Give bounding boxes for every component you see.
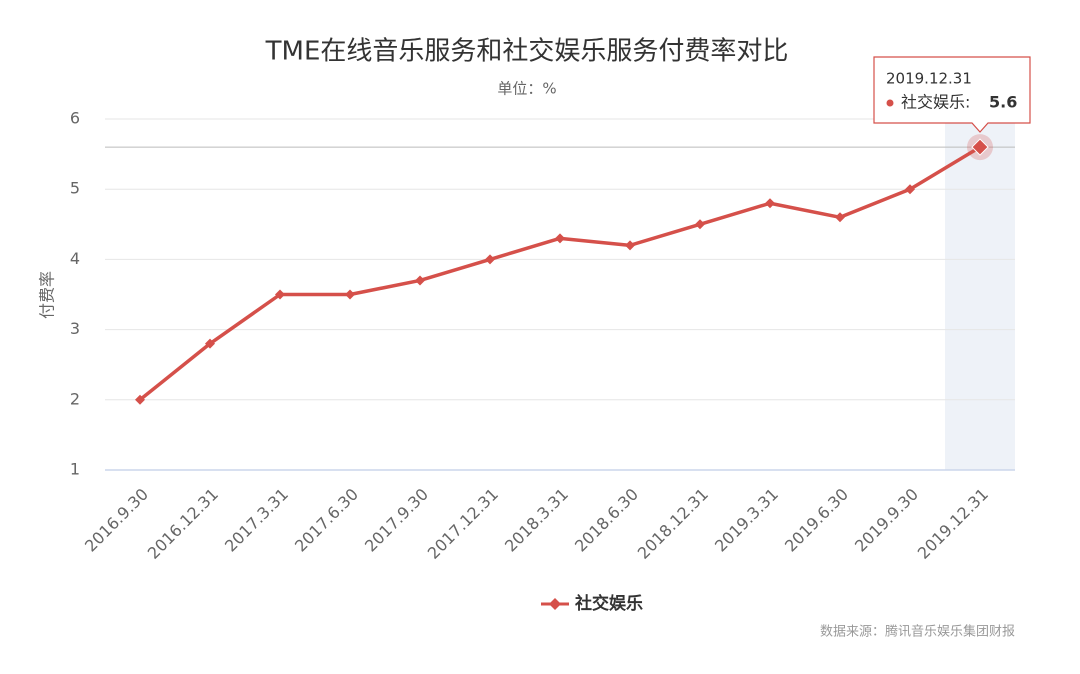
chart-subtitle: 单位：%	[497, 80, 556, 98]
data-point	[415, 275, 425, 286]
data-point	[971, 138, 989, 156]
tooltip-value: 5.6	[989, 93, 1017, 112]
data-point	[835, 212, 845, 223]
data-point	[905, 184, 915, 195]
y-tick-label: 6	[70, 109, 80, 128]
data-point	[765, 198, 775, 209]
data-point	[485, 254, 495, 265]
x-tick-label: 2017.12.31	[424, 485, 502, 563]
source-note: 数据来源：腾讯音乐娱乐集团财报	[820, 624, 1015, 640]
y-tick-label: 4	[70, 249, 80, 268]
x-tick-label: 2019.6.30	[781, 485, 852, 556]
y-axis-label: 付费率	[38, 271, 57, 319]
tooltip-box	[873, 56, 1031, 133]
tooltip-dot	[886, 99, 894, 107]
y-tick-label: 5	[70, 179, 80, 198]
tooltip-header: 2019.12.31	[886, 70, 972, 88]
x-tick-label: 2018.12.31	[634, 485, 712, 563]
hover-band	[945, 119, 1015, 470]
x-tick-label: 2016.12.31	[144, 485, 222, 563]
data-point	[695, 219, 705, 230]
legend-marker	[549, 598, 561, 610]
data-point	[135, 394, 145, 405]
y-tick-label: 1	[70, 460, 80, 479]
x-tick-label: 2018.6.30	[571, 485, 642, 556]
x-tick-label: 2017.6.30	[291, 485, 362, 556]
data-point	[345, 289, 355, 300]
y-tick-label: 3	[70, 319, 80, 338]
x-tick-label: 2019.3.31	[711, 485, 782, 556]
data-point	[275, 289, 285, 300]
data-point	[205, 338, 215, 349]
data-point	[555, 233, 565, 244]
y-tick-label: 2	[70, 389, 80, 408]
tooltip-label: 社交娱乐:	[901, 93, 970, 112]
x-tick-label: 2017.9.30	[361, 485, 432, 556]
x-tick-label: 2018.3.31	[501, 485, 572, 556]
x-tick-label: 2019.12.31	[914, 485, 992, 563]
series-line	[138, 145, 981, 402]
chart-title: TME在线音乐服务和社交娱乐服务付费率对比	[265, 37, 789, 67]
legend-label[interactable]: 社交娱乐	[574, 593, 643, 614]
x-tick-label: 2019.9.30	[851, 485, 922, 556]
data-point	[625, 240, 635, 251]
x-tick-label: 2016.9.30	[81, 485, 152, 556]
x-tick-label: 2017.3.31	[221, 485, 292, 556]
